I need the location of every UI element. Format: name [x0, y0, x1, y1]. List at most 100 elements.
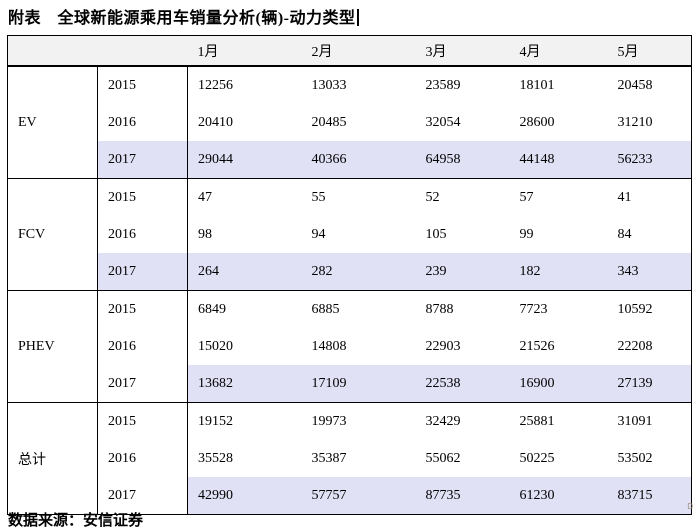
- value-cell: 282: [301, 253, 416, 291]
- value-cell: 42990: [187, 477, 302, 515]
- value-cell: 20410: [198, 114, 233, 130]
- value-cell: 50225: [519, 450, 555, 466]
- table-row: 2016 35528 35387 55062 50225 53502: [8, 440, 692, 477]
- table-row: PHEV 2015 6849 6885 8788 7723 10592: [7, 290, 692, 403]
- year-cell: 2017: [97, 141, 188, 179]
- year-cell: 2016: [97, 440, 188, 477]
- value-cell: 57: [519, 189, 534, 205]
- category-cell: FCV: [7, 178, 98, 291]
- value-cell: 25881: [519, 413, 555, 429]
- data-source-label: 数据来源：安信证券: [8, 513, 144, 529]
- value-cell: 15020: [198, 338, 233, 354]
- year-cell: 2017: [97, 477, 188, 515]
- value-cell: 20458: [617, 77, 653, 93]
- table-row: 总计 2015 19152 19973 32429 25881 31091: [7, 402, 692, 515]
- value-cell: 53502: [617, 450, 653, 466]
- table-row: 2017 29044 40366 64958 44148 56233: [8, 141, 692, 179]
- value-cell: 22538: [415, 365, 510, 403]
- year-cell: 2015: [97, 290, 188, 328]
- value-cell: 84: [617, 226, 632, 242]
- category-cell: EV: [7, 66, 98, 179]
- group-EV: EV 2015 12256 13033 23589 18101 20458 2016 20410…: [7, 66, 692, 179]
- header-month-cell: 1月: [197, 44, 219, 60]
- year-cell: 2017: [97, 365, 188, 403]
- value-cell: 40366: [301, 141, 416, 179]
- corner-artifact: D: [687, 502, 693, 511]
- value-cell: 21526: [519, 338, 555, 354]
- header-row: 1月 2月 3月 4月 5月: [8, 36, 692, 67]
- value-cell: 32429: [425, 413, 461, 429]
- value-cell: 16900: [509, 365, 608, 403]
- header-empty-cell: [8, 36, 188, 67]
- value-cell: 22903: [425, 338, 461, 354]
- value-cell: 47: [198, 189, 212, 205]
- value-cell: 52: [425, 189, 440, 205]
- value-cell: 105: [425, 226, 447, 242]
- header-month-cell: 3月: [425, 44, 447, 60]
- table-header: 1月 2月 3月 4月 5月: [7, 35, 692, 67]
- value-cell: 12256: [198, 77, 233, 93]
- page-title: 附表 全球新能源乘用车销量分析(辆)-动力类型: [8, 4, 359, 28]
- value-cell: 31091: [617, 413, 653, 429]
- value-cell: 182: [509, 253, 608, 291]
- year-cell: 2016: [97, 328, 188, 365]
- value-cell: 13033: [311, 77, 347, 93]
- value-cell: 18101: [519, 77, 555, 93]
- value-cell: 27139: [607, 365, 692, 403]
- category-cell: 总计: [7, 402, 98, 515]
- value-cell: 31210: [617, 114, 653, 130]
- value-cell: 29044: [187, 141, 302, 179]
- value-cell: 6885: [311, 301, 340, 317]
- group-FCV: FCV 2015 47 55 52 57 41 2016 98 94 105 99 84 2017 264 2…: [7, 178, 692, 291]
- value-cell: 94: [311, 226, 326, 242]
- value-cell: 99: [519, 226, 534, 242]
- year-cell: 2017: [97, 253, 188, 291]
- value-cell: 19973: [311, 413, 347, 429]
- text-caret-icon: [356, 9, 359, 26]
- value-cell: 35528: [198, 450, 233, 466]
- value-cell: 83715: [607, 477, 692, 515]
- value-cell: 57757: [301, 477, 416, 515]
- table-row: 2017 264 282 239 182 343: [8, 253, 692, 291]
- value-cell: 13682: [187, 365, 302, 403]
- table-row: FCV 2015 47 55 52 57 41: [7, 178, 692, 291]
- value-cell: 20485: [311, 114, 347, 130]
- header-month-cell: 5月: [617, 44, 639, 60]
- value-cell: 98: [198, 226, 212, 242]
- sales-table: 1月 2月 3月 4月 5月 EV 2015 12256 13033 23589 18101 204…: [7, 35, 692, 515]
- year-cell: 2015: [97, 402, 188, 440]
- value-cell: 64958: [415, 141, 510, 179]
- year-cell: 2016: [97, 104, 188, 141]
- value-cell: 264: [187, 253, 302, 291]
- table-row: 2016 20410 20485 32054 28600 31210: [8, 104, 692, 141]
- value-cell: 56233: [607, 141, 692, 179]
- value-cell: 7723: [519, 301, 548, 317]
- value-cell: 23589: [425, 77, 461, 93]
- value-cell: 41: [617, 189, 632, 205]
- value-cell: 35387: [311, 450, 347, 466]
- value-cell: 343: [607, 253, 692, 291]
- value-cell: 19152: [198, 413, 233, 429]
- value-cell: 14808: [311, 338, 347, 354]
- value-cell: 55: [311, 189, 326, 205]
- page-title-text: 附表 全球新能源乘用车销量分析(辆)-动力类型: [8, 10, 356, 27]
- table-row: 2016 15020 14808 22903 21526 22208: [8, 328, 692, 365]
- header-month-cell: 4月: [519, 44, 541, 60]
- value-cell: 239: [415, 253, 510, 291]
- value-cell: 61230: [509, 477, 608, 515]
- value-cell: 22208: [617, 338, 653, 354]
- table-row: 2017 42990 57757 87735 61230 83715: [8, 477, 692, 515]
- value-cell: 10592: [617, 301, 653, 317]
- table-row: 2016 98 94 105 99 84: [8, 216, 692, 253]
- header-month-cell: 2月: [311, 44, 333, 60]
- table-row: 2017 13682 17109 22538 16900 27139: [8, 365, 692, 403]
- category-cell: PHEV: [7, 290, 98, 403]
- year-cell: 2016: [97, 216, 188, 253]
- year-cell: 2015: [97, 178, 188, 216]
- value-cell: 17109: [301, 365, 416, 403]
- table-row: EV 2015 12256 13033 23589 18101 20458: [7, 66, 692, 179]
- group-总计: 总计 2015 19152 19973 32429 25881 31091 2016 35528…: [7, 402, 692, 515]
- value-cell: 28600: [519, 114, 555, 130]
- value-cell: 55062: [425, 450, 461, 466]
